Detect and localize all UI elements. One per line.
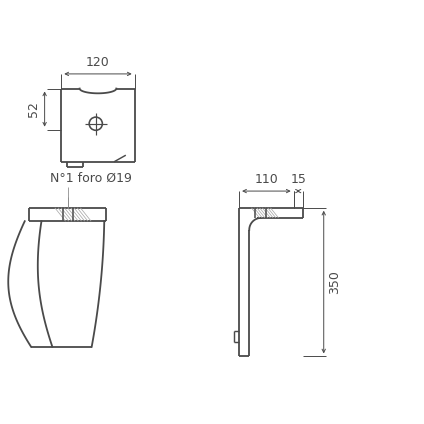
Text: N°1 foro Ø19: N°1 foro Ø19: [50, 172, 131, 185]
Text: 52: 52: [28, 101, 40, 117]
Text: 350: 350: [328, 270, 341, 294]
Text: 120: 120: [86, 56, 110, 69]
Text: 15: 15: [290, 173, 306, 186]
Text: 110: 110: [254, 173, 278, 186]
